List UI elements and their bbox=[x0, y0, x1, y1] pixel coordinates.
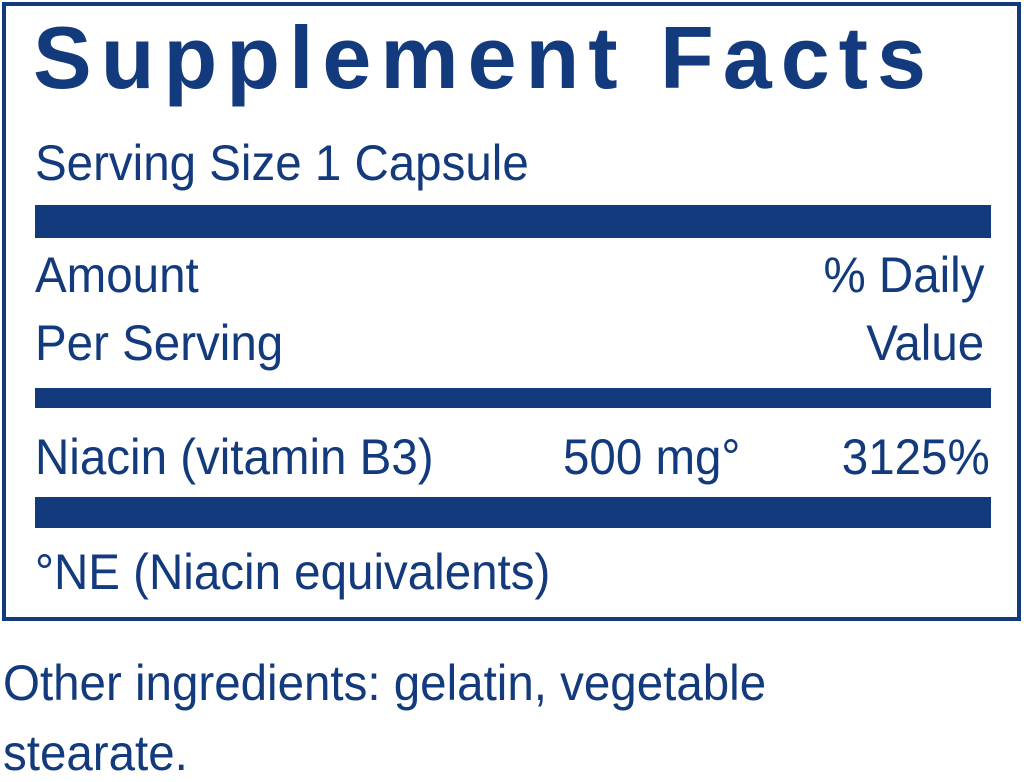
divider-medium bbox=[35, 388, 991, 408]
panel-title: Supplement Facts bbox=[33, 8, 935, 107]
amount-header-line1: Amount bbox=[35, 247, 199, 303]
footnote: °NE (Niacin equivalents) bbox=[35, 544, 551, 600]
supplement-facts-panel bbox=[2, 2, 1021, 621]
serving-size: Serving Size 1 Capsule bbox=[35, 135, 529, 191]
other-ingredients-line2: stearate. bbox=[3, 725, 188, 781]
daily-value-header-line1: % Daily bbox=[822, 247, 984, 303]
divider-thick bbox=[35, 205, 991, 238]
amount-header-line2: Per Serving bbox=[35, 315, 284, 371]
daily-value-header-line2: Value bbox=[866, 315, 984, 371]
other-ingredients-line1: Other ingredients: gelatin, vegetable bbox=[3, 655, 767, 711]
nutrient-name: Niacin (vitamin B3) bbox=[35, 429, 434, 485]
divider-thick-bottom bbox=[35, 497, 991, 528]
nutrient-daily-value: 3125% bbox=[842, 429, 990, 485]
nutrient-amount: 500 mg° bbox=[563, 429, 741, 485]
